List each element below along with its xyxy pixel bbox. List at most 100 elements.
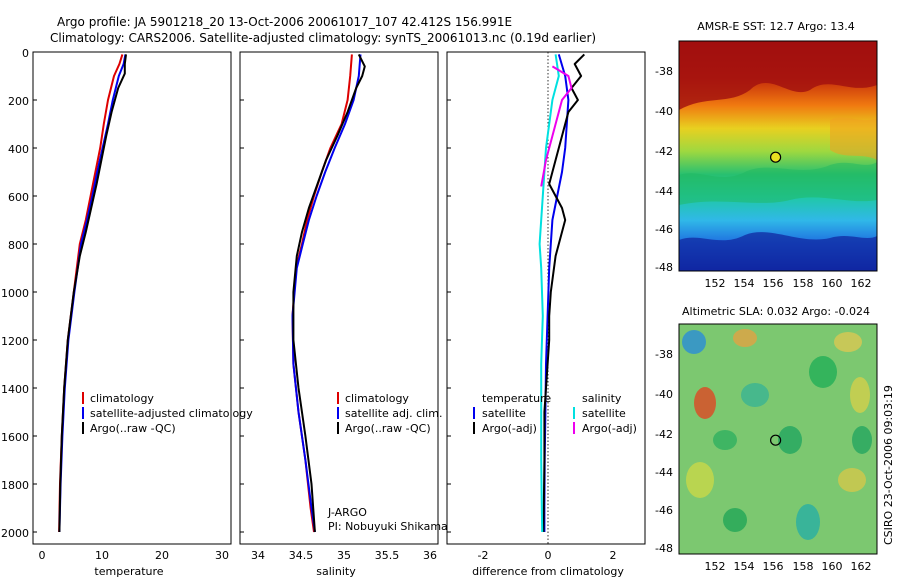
depth-tick-marks bbox=[33, 51, 451, 533]
legend-label: satellite adj. clim. bbox=[345, 407, 442, 420]
depth-tick-label: 1600 bbox=[1, 431, 29, 444]
depth-tick-label: 1000 bbox=[1, 287, 29, 300]
profile-series-layer bbox=[58, 53, 586, 533]
salinity-axis-label: salinity bbox=[316, 565, 356, 578]
float-position-dot bbox=[769, 434, 782, 446]
temperature-series-line bbox=[58, 54, 124, 533]
salinity-tick-label: 36 bbox=[423, 549, 437, 562]
lat-tick-label: -44 bbox=[655, 466, 673, 479]
difference-series-line bbox=[540, 65, 573, 187]
depth-tick-label: 1200 bbox=[1, 335, 29, 348]
sla-background bbox=[679, 324, 877, 554]
depth-tick-label: 2000 bbox=[1, 527, 29, 540]
difference-tick-label: 0 bbox=[545, 549, 552, 562]
salinity-series-line bbox=[291, 54, 362, 533]
temperature-tick-label: 20 bbox=[155, 549, 169, 562]
lat-tick-label: -44 bbox=[655, 185, 673, 198]
salinity-panel-frame bbox=[239, 51, 439, 545]
low-sla-eddy bbox=[741, 383, 769, 407]
temperature-tick-label: 10 bbox=[95, 549, 109, 562]
salinity-series-line bbox=[291, 54, 353, 533]
depth-tick-label: 200 bbox=[8, 95, 29, 108]
lat-tick-label: -38 bbox=[655, 348, 673, 361]
lat-tick-label: -46 bbox=[655, 504, 673, 517]
legend-label: satellite-adjusted climatology bbox=[90, 407, 253, 420]
difference-panel-frame bbox=[446, 51, 646, 545]
temperature-legend: climatology satellite-adjusted climatolo… bbox=[82, 392, 253, 435]
salinity-tick-label: 35.5 bbox=[375, 549, 400, 562]
lat-tick-label: -42 bbox=[655, 145, 673, 158]
salinity-tick-label: 35 bbox=[337, 549, 351, 562]
low-sla-eddy bbox=[682, 330, 706, 354]
difference-x-axis: -2 0 2 difference from climatology bbox=[472, 549, 624, 578]
legend-label: Argo(-adj) bbox=[582, 422, 637, 435]
salinity-tick-label: 34 bbox=[251, 549, 265, 562]
depth-tick-label: 600 bbox=[8, 191, 29, 204]
lon-tick-label: 154 bbox=[734, 277, 755, 290]
low-sla-eddy bbox=[778, 426, 802, 454]
lat-tick-label: -38 bbox=[655, 65, 673, 78]
header-line-1: Argo profile: JA 5901218_20 13-Oct-2006 … bbox=[57, 15, 512, 29]
lat-tick-label: -46 bbox=[655, 223, 673, 236]
principal-investigator-label: PI: Nobuyuki Shikama bbox=[328, 520, 448, 533]
difference-series-line bbox=[542, 53, 586, 533]
low-sla-eddy bbox=[852, 426, 872, 454]
legend-title: temperature bbox=[482, 392, 551, 405]
difference-axis-label: difference from climatology bbox=[472, 565, 624, 578]
legend-label: satellite bbox=[582, 407, 626, 420]
lat-tick-label: -48 bbox=[655, 542, 673, 555]
float-position-dot bbox=[769, 151, 782, 163]
float-position-marker bbox=[769, 434, 782, 446]
temperature-x-axis: 0 10 20 30 temperature bbox=[39, 549, 230, 578]
lon-tick-label: 156 bbox=[763, 560, 784, 573]
depth-tick-label: 1400 bbox=[1, 383, 29, 396]
depth-tick-label: 0 bbox=[22, 47, 29, 60]
lon-tick-label: 158 bbox=[793, 560, 814, 573]
high-sla-eddy bbox=[694, 387, 716, 419]
low-sla-eddy bbox=[796, 504, 820, 540]
float-position-marker bbox=[769, 151, 782, 163]
legend-label: Argo(..raw -QC) bbox=[90, 422, 176, 435]
sla-map-axes: -38 -40 -42 -44 -46 -48 152 154 156 158 … bbox=[655, 348, 871, 573]
lon-tick-label: 158 bbox=[793, 277, 814, 290]
warm-eddy bbox=[830, 117, 877, 160]
difference-series-line bbox=[538, 54, 560, 533]
sla-map-frame bbox=[678, 323, 878, 555]
sst-map-frame bbox=[678, 40, 878, 272]
lon-tick-label: 162 bbox=[851, 560, 872, 573]
temperature-series-line bbox=[58, 54, 127, 533]
salinity-series-line bbox=[292, 53, 366, 533]
temperature-tick-label: 30 bbox=[215, 549, 229, 562]
legend-label: Argo(-adj) bbox=[482, 422, 537, 435]
high-sla-eddy bbox=[733, 329, 757, 347]
low-sla-eddy bbox=[713, 430, 737, 450]
difference-tick-label: 2 bbox=[610, 549, 617, 562]
warm-water-patch bbox=[679, 41, 877, 110]
salinity-legend: climatology satellite adj. clim. Argo(..… bbox=[337, 392, 442, 435]
sla-map-field bbox=[679, 324, 877, 554]
lon-tick-label: 160 bbox=[822, 277, 843, 290]
sst-map-title: AMSR-E SST: 12.7 Argo: 13.4 bbox=[697, 20, 855, 33]
lon-tick-label: 152 bbox=[705, 560, 726, 573]
lat-tick-label: -48 bbox=[655, 261, 673, 274]
difference-tick-label: -2 bbox=[478, 549, 489, 562]
temperature-tick-label: 0 bbox=[39, 549, 46, 562]
sst-map-axes: -38 -40 -42 -44 -46 -48 152 154 156 158 … bbox=[655, 65, 871, 290]
temperature-series-line bbox=[58, 54, 127, 533]
lon-tick-label: 162 bbox=[851, 277, 872, 290]
high-sla-eddy bbox=[850, 377, 870, 413]
legend-label: Argo(..raw -QC) bbox=[345, 422, 431, 435]
high-sla-eddy bbox=[686, 462, 714, 498]
legend-title: salinity bbox=[582, 392, 622, 405]
high-sla-eddy bbox=[834, 332, 862, 352]
sla-map-title: Altimetric SLA: 0.032 Argo: -0.024 bbox=[682, 305, 870, 318]
salinity-x-axis: 34 34.5 35 35.5 36 salinity bbox=[251, 549, 437, 578]
high-sla-eddy bbox=[838, 468, 866, 492]
depth-tick-label: 400 bbox=[8, 143, 29, 156]
float-program-label: J-ARGO bbox=[327, 506, 367, 519]
temperature-panel-frame bbox=[32, 51, 232, 545]
depth-tick-label: 1800 bbox=[1, 479, 29, 492]
lon-tick-label: 154 bbox=[734, 560, 755, 573]
green-band bbox=[679, 162, 877, 205]
